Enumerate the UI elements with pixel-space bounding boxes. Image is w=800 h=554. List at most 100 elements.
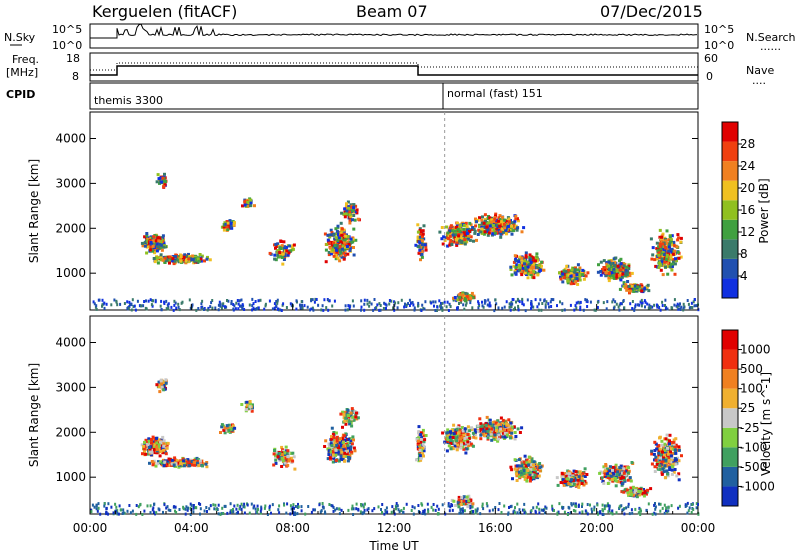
data-point xyxy=(198,253,202,256)
nsky-trace xyxy=(89,23,698,46)
data-point xyxy=(342,455,346,459)
data-point xyxy=(126,300,129,304)
data-point xyxy=(466,228,469,232)
data-point xyxy=(634,305,637,309)
data-point xyxy=(654,512,657,516)
data-point xyxy=(151,249,155,253)
data-point xyxy=(584,509,587,513)
data-point xyxy=(508,506,510,509)
data-point xyxy=(448,436,452,439)
data-point xyxy=(342,244,345,248)
data-point xyxy=(157,445,161,449)
data-point xyxy=(421,303,424,307)
data-point xyxy=(95,504,98,508)
data-point xyxy=(227,223,230,227)
data-point xyxy=(177,302,180,306)
data-point xyxy=(565,274,569,278)
colorbar-tick-label: 16 xyxy=(740,203,755,217)
data-point xyxy=(327,308,330,312)
data-point xyxy=(686,501,689,505)
data-point xyxy=(388,302,391,306)
data-point xyxy=(415,458,418,462)
data-point xyxy=(627,264,631,268)
data-point xyxy=(439,304,442,308)
data-point xyxy=(163,503,166,507)
data-point xyxy=(332,241,335,245)
data-point xyxy=(249,201,253,205)
data-point xyxy=(488,509,491,513)
data-point xyxy=(326,238,330,242)
data-point xyxy=(561,274,565,278)
data-point xyxy=(153,445,156,449)
data-point xyxy=(165,446,169,450)
data-point xyxy=(356,217,360,221)
data-point xyxy=(633,287,637,291)
data-point xyxy=(156,261,160,265)
data-point xyxy=(498,214,502,218)
data-point xyxy=(613,271,617,275)
power-colorbar-label: Power [dB] xyxy=(757,178,771,243)
data-point xyxy=(668,235,672,239)
data-point xyxy=(581,505,583,508)
data-point xyxy=(539,268,542,272)
data-point xyxy=(146,504,149,508)
data-point xyxy=(693,304,696,308)
data-point xyxy=(201,307,204,311)
data-point xyxy=(355,211,359,215)
data-point xyxy=(556,512,559,516)
data-point xyxy=(427,510,430,514)
data-point xyxy=(633,284,637,288)
data-point xyxy=(271,503,274,507)
data-point xyxy=(446,244,450,248)
data-point xyxy=(170,305,173,309)
data-point xyxy=(530,275,534,279)
data-point xyxy=(410,301,412,305)
data-point xyxy=(605,307,608,311)
data-point xyxy=(355,507,358,511)
data-point xyxy=(493,217,497,221)
data-point xyxy=(516,297,519,301)
data-point xyxy=(458,293,462,297)
data-point xyxy=(328,456,332,460)
data-point xyxy=(477,300,480,304)
data-point xyxy=(126,306,129,310)
data-point xyxy=(653,503,656,507)
data-point xyxy=(627,271,631,275)
data-point xyxy=(461,431,465,435)
data-point xyxy=(165,443,169,447)
data-point xyxy=(334,253,338,257)
data-point xyxy=(679,308,682,311)
data-point xyxy=(581,268,585,272)
data-point xyxy=(422,454,425,458)
data-point xyxy=(417,425,421,429)
data-point xyxy=(565,264,569,268)
data-point xyxy=(449,505,452,509)
data-point xyxy=(139,502,142,506)
colorbar-tick-label: 4 xyxy=(740,269,748,283)
data-point xyxy=(227,299,230,303)
data-point xyxy=(445,225,448,229)
data-point xyxy=(487,221,490,225)
data-point xyxy=(343,240,346,244)
data-point xyxy=(469,235,473,239)
data-point xyxy=(605,261,609,265)
data-point xyxy=(451,440,455,444)
data-point xyxy=(454,233,458,237)
data-point xyxy=(123,511,126,515)
data-point xyxy=(330,240,334,244)
data-point xyxy=(259,298,262,302)
data-point xyxy=(162,388,166,392)
data-point xyxy=(334,257,338,261)
data-point xyxy=(379,308,382,312)
data-point xyxy=(625,265,629,269)
data-point xyxy=(97,506,100,510)
data-point xyxy=(669,243,673,247)
data-point xyxy=(336,256,340,260)
data-point xyxy=(366,298,369,302)
data-point xyxy=(459,228,463,232)
data-point xyxy=(690,503,693,506)
data-point xyxy=(433,304,435,308)
data-point xyxy=(343,459,347,463)
data-point xyxy=(328,299,331,303)
data-point xyxy=(347,304,350,308)
